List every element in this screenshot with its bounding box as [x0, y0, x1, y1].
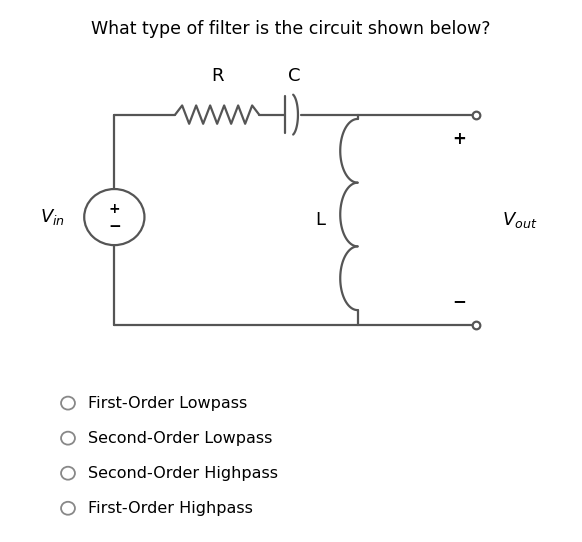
Text: First-Order Lowpass: First-Order Lowpass [88, 396, 247, 411]
Text: +: + [108, 202, 120, 216]
Text: $V_{out}$: $V_{out}$ [502, 210, 538, 230]
Text: $V_{in}$: $V_{in}$ [40, 207, 65, 227]
Text: −: − [452, 292, 466, 309]
Text: +: + [452, 130, 466, 148]
Text: C: C [288, 67, 301, 85]
Text: First-Order Highpass: First-Order Highpass [88, 501, 253, 516]
Text: L: L [315, 211, 325, 229]
Text: R: R [211, 67, 223, 85]
Text: What type of filter is the circuit shown below?: What type of filter is the circuit shown… [91, 20, 491, 38]
Text: Second-Order Lowpass: Second-Order Lowpass [88, 431, 272, 446]
Text: Second-Order Highpass: Second-Order Highpass [88, 466, 278, 481]
Text: −: − [108, 220, 120, 234]
